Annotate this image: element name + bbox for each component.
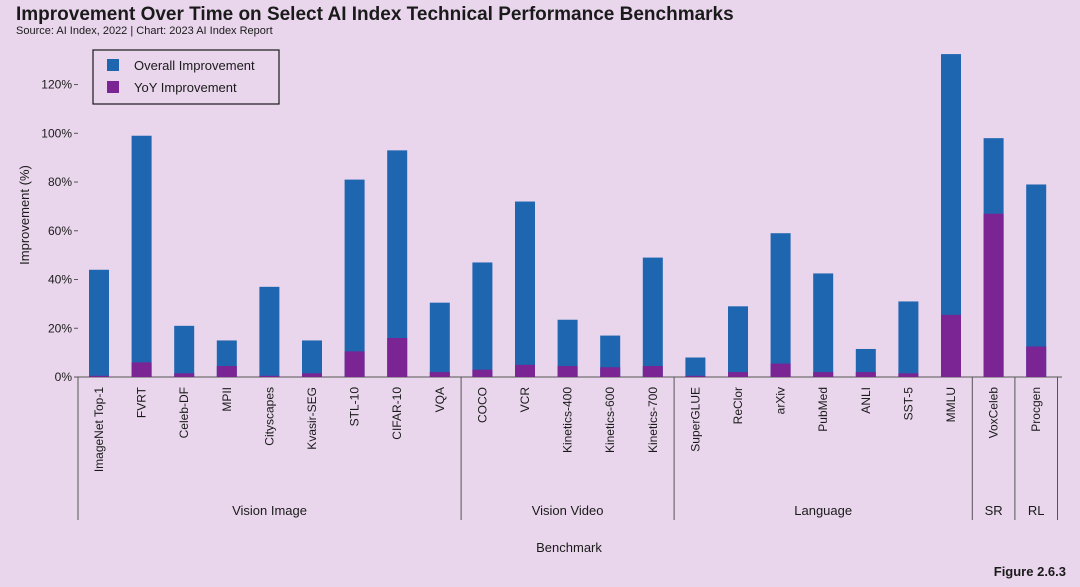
legend-label: YoY Improvement bbox=[134, 80, 237, 95]
figure-label: Figure 2.6.3 bbox=[993, 564, 1066, 579]
bar-overall-improvement bbox=[174, 325, 195, 377]
x-tick-label: COCO bbox=[475, 387, 489, 423]
bar-overall-improvement bbox=[770, 233, 791, 377]
x-tick-label: ImageNet Top-1 bbox=[92, 387, 106, 472]
bar-overall-improvement bbox=[259, 286, 280, 377]
legend-box bbox=[92, 49, 280, 105]
bar-yoy-improvement bbox=[259, 375, 280, 377]
bar-yoy-improvement bbox=[387, 338, 408, 377]
legend-label: Overall Improvement bbox=[134, 58, 255, 73]
bar-overall-improvement bbox=[387, 150, 408, 377]
bar-overall-improvement bbox=[344, 179, 365, 377]
y-axis: 0% 20% 40% 60% 80% 100% 120% bbox=[41, 78, 78, 384]
bar-yoy-improvement bbox=[941, 314, 961, 377]
x-tick-label: VoxCeleb bbox=[987, 387, 1001, 439]
bar-yoy-improvement bbox=[216, 366, 237, 377]
x-tick-label: ReClor bbox=[731, 387, 745, 424]
bar-overall-improvement bbox=[642, 257, 663, 377]
bar-yoy-improvement bbox=[174, 373, 195, 377]
group-label: Language bbox=[794, 503, 852, 518]
x-tick-label: Kinetics-600 bbox=[603, 387, 617, 453]
bar-yoy-improvement bbox=[642, 366, 663, 377]
x-tick-label: arXiv bbox=[774, 387, 788, 414]
y-axis-label: Improvement (%) bbox=[17, 165, 32, 265]
y-tick-label: 0% bbox=[55, 370, 73, 384]
legend-swatch bbox=[107, 59, 119, 71]
group-label: SR bbox=[985, 503, 1003, 518]
legend: Overall Improvement YoY Improvement bbox=[92, 49, 280, 105]
x-tick-label: Kvasir-SEG bbox=[305, 387, 319, 450]
y-tick-label: 100% bbox=[41, 126, 72, 140]
bar-overall-improvement bbox=[472, 262, 493, 377]
x-tick-label: ANLI bbox=[859, 387, 873, 414]
bar-yoy-improvement bbox=[131, 362, 152, 377]
group-label: RL bbox=[1028, 503, 1045, 518]
bar-overall-improvement bbox=[302, 340, 322, 377]
bar-yoy-improvement bbox=[898, 373, 919, 377]
x-tick-label: Celeb-DF bbox=[177, 387, 191, 438]
bar-overall-improvement bbox=[429, 302, 450, 377]
bar-overall-improvement bbox=[600, 335, 621, 377]
x-tick-label: VQA bbox=[433, 387, 447, 412]
x-tick-label: CIFAR-10 bbox=[390, 387, 404, 440]
y-tick-label: 40% bbox=[48, 273, 72, 287]
y-tick-label: 60% bbox=[48, 224, 72, 238]
x-axis: ImageNet Top-1 FVRT Celeb-DF MPII Cityscapes… bbox=[92, 386, 1043, 472]
bar-yoy-improvement bbox=[983, 213, 1004, 377]
chart-title: Improvement Over Time on Select AI Index… bbox=[16, 4, 734, 25]
bar-overall-improvement bbox=[813, 273, 834, 377]
x-tick-label: MMLU bbox=[944, 387, 958, 422]
bar-yoy-improvement bbox=[770, 363, 791, 377]
group-label: Vision Video bbox=[532, 503, 604, 518]
x-tick-label: PubMed bbox=[816, 387, 830, 432]
x-tick-label: MPII bbox=[220, 387, 234, 412]
bar-overall-improvement bbox=[1026, 184, 1047, 377]
bar-yoy-improvement bbox=[344, 351, 365, 377]
bar-yoy-improvement bbox=[600, 367, 621, 377]
x-tick-label: SST-5 bbox=[901, 387, 915, 421]
bar-yoy-improvement bbox=[429, 372, 450, 377]
bar-overall-improvement bbox=[898, 301, 919, 377]
bar-yoy-improvement bbox=[302, 373, 322, 377]
bar-overall-improvement bbox=[855, 348, 876, 377]
x-tick-label: Kinetics-400 bbox=[561, 387, 575, 453]
x-tick-label: Cityscapes bbox=[262, 387, 276, 446]
bar-overall-improvement bbox=[515, 201, 535, 377]
x-tick-label: Kinetics-700 bbox=[646, 387, 660, 453]
bar-overall-improvement bbox=[89, 269, 109, 377]
x-tick-label: STL-10 bbox=[348, 387, 362, 427]
bar-overall-improvement bbox=[728, 306, 748, 377]
bar-yoy-improvement bbox=[89, 375, 109, 377]
bar-yoy-improvement bbox=[685, 375, 706, 377]
bar-yoy-improvement bbox=[515, 364, 535, 377]
bar-yoy-improvement bbox=[728, 372, 748, 377]
x-tick-label: FVRT bbox=[135, 386, 149, 418]
bar-yoy-improvement bbox=[1026, 346, 1047, 377]
y-tick-label: 120% bbox=[41, 78, 72, 92]
chart-subtitle: Source: AI Index, 2022 | Chart: 2023 AI … bbox=[16, 25, 273, 37]
legend-swatch bbox=[107, 81, 119, 93]
bar-yoy-improvement bbox=[557, 366, 578, 377]
bars-layer bbox=[89, 54, 1047, 378]
x-tick-label: VCR bbox=[518, 387, 532, 413]
x-tick-label: Procgen bbox=[1029, 387, 1043, 432]
group-label: Vision Image bbox=[232, 503, 307, 518]
bar-yoy-improvement bbox=[813, 372, 834, 377]
x-axis-label: Benchmark bbox=[536, 540, 602, 555]
bar-overall-improvement bbox=[685, 357, 706, 377]
bar-overall-improvement bbox=[557, 319, 578, 377]
bar-yoy-improvement bbox=[855, 372, 876, 377]
y-tick-label: 80% bbox=[48, 175, 72, 189]
bar-yoy-improvement bbox=[472, 369, 493, 377]
group-labels: Vision Image Vision Video Language SR RL bbox=[77, 377, 1058, 520]
y-tick-label: 20% bbox=[48, 321, 72, 335]
x-tick-label: SuperGLUE bbox=[688, 387, 702, 452]
bar-overall-improvement bbox=[131, 135, 152, 377]
bar-overall-improvement bbox=[941, 54, 961, 378]
